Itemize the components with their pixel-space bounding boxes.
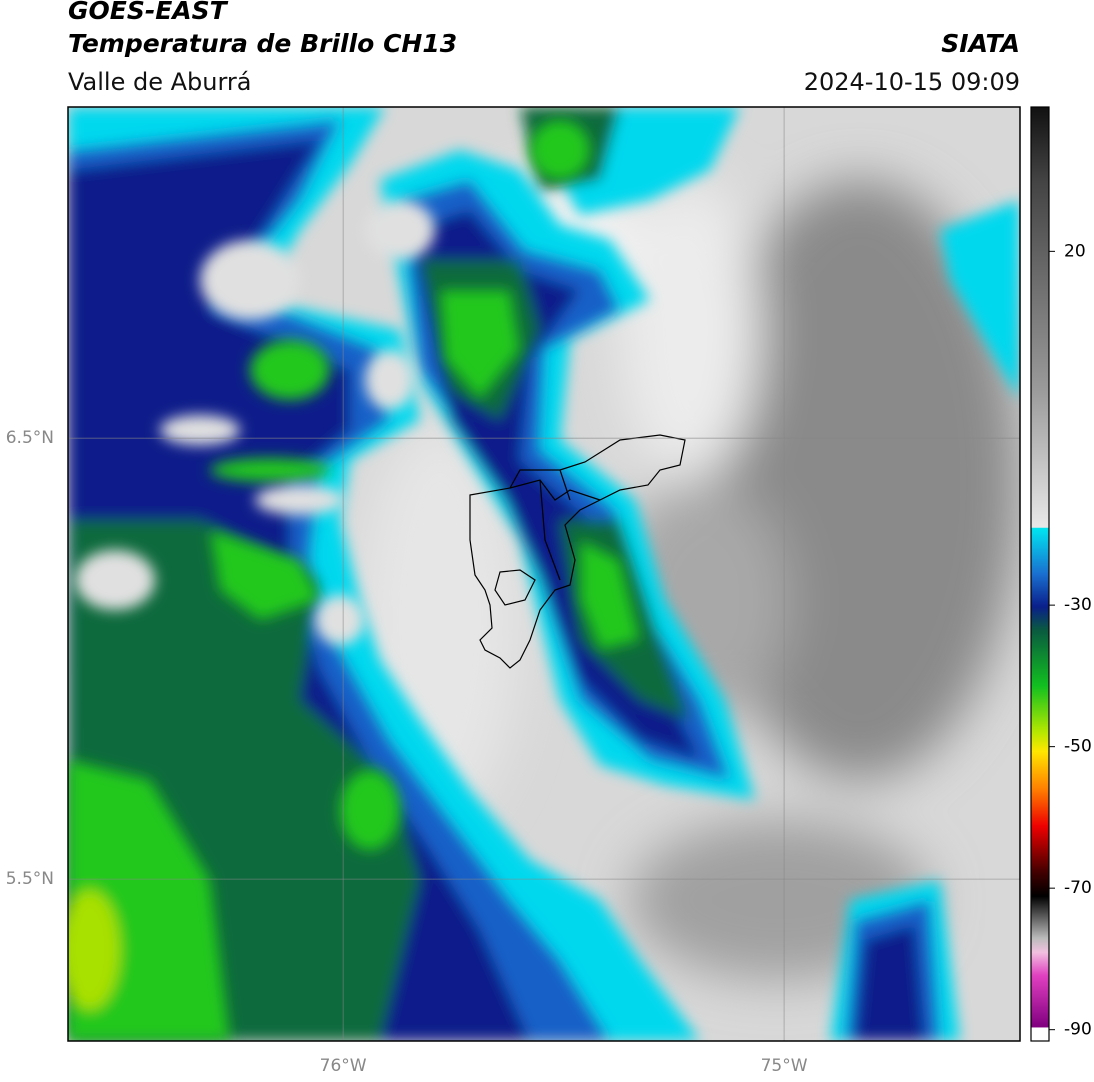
lat-tick-label: 6.5°N xyxy=(6,428,54,448)
municipal-boundaries xyxy=(469,434,686,669)
colorbar-tick-label: -70 xyxy=(1064,878,1092,898)
datetime: 2024-10-15 09:09 xyxy=(804,68,1020,96)
map-frame xyxy=(67,106,1021,1042)
region: Valle de Aburrá xyxy=(68,68,252,96)
source: SIATA xyxy=(941,29,1020,58)
subtitle: Temperatura de Brillo CH13 xyxy=(68,29,457,58)
colorbar xyxy=(1030,106,1050,1042)
title: GOES-EAST xyxy=(68,0,229,25)
lat-tick-label: 5.5°N xyxy=(6,869,54,889)
colorbar-tick-label: 20 xyxy=(1064,241,1086,261)
satellite-image xyxy=(68,107,1020,1041)
colorbar-tick-label: -90 xyxy=(1064,1020,1092,1040)
lon-tick-label: 75°W xyxy=(761,1056,808,1076)
colorbar-tick-label: -50 xyxy=(1064,737,1092,757)
lon-tick-label: 76°W xyxy=(320,1056,367,1076)
colorbar-tick-label: -30 xyxy=(1064,595,1092,615)
